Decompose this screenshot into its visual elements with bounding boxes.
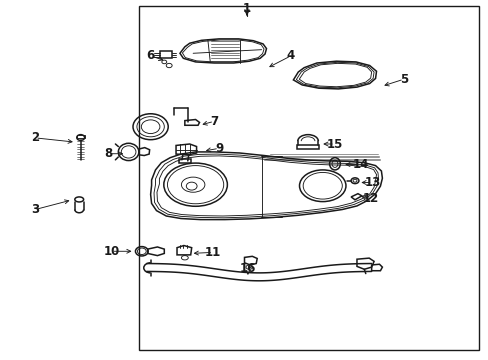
Text: 14: 14	[351, 158, 368, 171]
Text: 7: 7	[210, 115, 218, 128]
Text: 15: 15	[326, 138, 343, 150]
Text: 2: 2	[31, 131, 39, 144]
Text: 12: 12	[362, 192, 378, 205]
Text: 13: 13	[364, 176, 380, 189]
Text: 5: 5	[399, 73, 407, 86]
Text: 11: 11	[204, 246, 221, 259]
Bar	[139, 6, 478, 350]
Text: 6: 6	[146, 49, 154, 62]
Text: 3: 3	[31, 203, 39, 216]
Text: 4: 4	[286, 49, 294, 62]
Text: 9: 9	[215, 142, 223, 155]
Text: 16: 16	[239, 262, 256, 275]
Text: 8: 8	[104, 147, 112, 160]
Text: 10: 10	[103, 245, 120, 258]
Text: 1: 1	[243, 3, 250, 15]
